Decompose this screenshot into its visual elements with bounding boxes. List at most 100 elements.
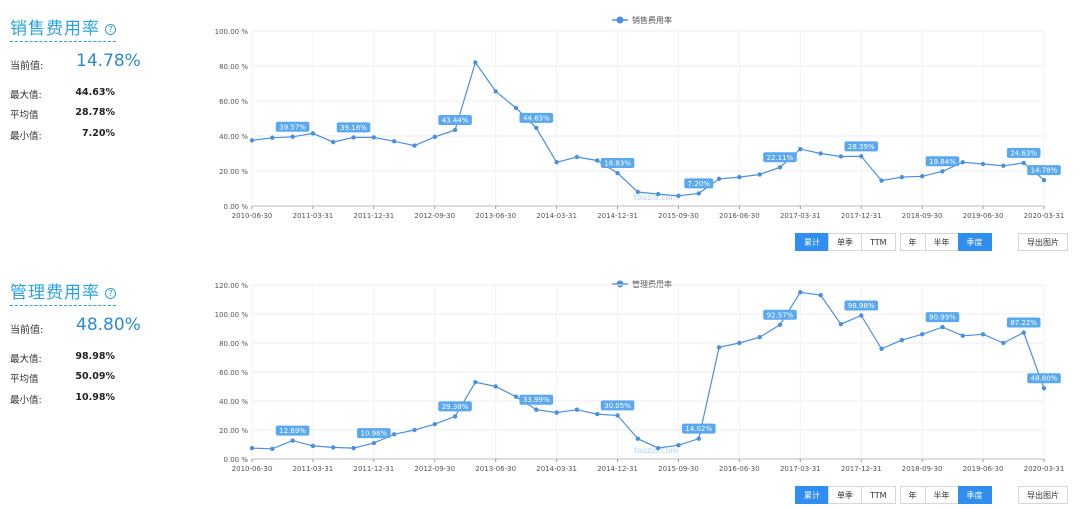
data-point — [899, 174, 905, 180]
data-label: 30.05% — [604, 402, 631, 410]
metric-title[interactable]: 销售费用率? — [10, 14, 116, 42]
half-year-button[interactable]: 半年 — [924, 486, 959, 504]
x-tick-label: 2017-03-31 — [780, 212, 821, 220]
data-point — [371, 440, 377, 446]
data-point — [391, 139, 397, 144]
data-point — [838, 321, 844, 327]
avg-label: 平均值 — [10, 374, 39, 385]
data-point — [534, 407, 539, 412]
data-point — [391, 432, 397, 437]
data-point — [635, 436, 641, 441]
data-label-bg — [1006, 317, 1041, 328]
data-label-bg — [438, 401, 472, 412]
data-point — [818, 151, 823, 156]
data-label-bg — [438, 114, 472, 125]
data-label: 39.18% — [340, 124, 367, 132]
cumulative-button[interactable]: 累计 — [795, 486, 829, 504]
data-point — [412, 427, 417, 433]
data-point — [1021, 330, 1026, 335]
data-point — [1041, 386, 1047, 391]
y-tick-label: 20.00 % — [219, 427, 248, 435]
data-point — [412, 143, 417, 148]
data-point — [676, 193, 681, 199]
x-tick-label: 2017-12-31 — [841, 212, 882, 220]
data-label: 24.63% — [1010, 149, 1037, 157]
x-tick-label: 2010-06-30 — [232, 212, 273, 220]
data-point — [473, 379, 478, 385]
cumulative-button[interactable]: 累计 — [795, 233, 829, 251]
data-point — [980, 161, 986, 167]
x-tick-label: 2011-12-31 — [354, 465, 395, 473]
y-tick-label: 40.00 % — [219, 398, 248, 406]
half-year-button[interactable]: 半年 — [924, 233, 959, 251]
x-tick-label: 2012-09-30 — [414, 465, 455, 473]
year-button[interactable]: 年 — [899, 486, 926, 504]
data-point — [615, 413, 620, 418]
data-label: 14.02% — [685, 425, 712, 433]
data-point — [615, 170, 620, 176]
x-tick-label: 2014-12-31 — [597, 465, 638, 473]
data-point — [534, 125, 539, 131]
series-line — [251, 291, 1045, 450]
watermark-text: touzid.com — [634, 193, 678, 202]
data-point — [899, 337, 905, 343]
data-point — [838, 154, 844, 159]
metric-title[interactable]: 管理费用率? — [10, 278, 116, 306]
single-quarter-button[interactable]: 单季 — [828, 233, 862, 251]
data-label: 43.44% — [442, 116, 469, 124]
data-label-bg — [681, 423, 716, 434]
x-tick-label: 2013-06-30 — [475, 465, 516, 473]
data-point — [777, 165, 783, 170]
x-tick-label: 2014-03-31 — [536, 212, 577, 220]
quarter-button[interactable]: 季度 — [957, 233, 992, 251]
data-point — [513, 105, 519, 111]
data-label: 48.80% — [1031, 375, 1058, 383]
x-tick-label: 2020-03-31 — [1024, 465, 1065, 473]
data-label: 39.57% — [279, 123, 306, 131]
data-point — [331, 139, 336, 145]
data-point — [696, 191, 701, 196]
data-point — [270, 446, 275, 452]
period-toolbar: 累计 单季 TTM 年 半年 季度 — [795, 486, 992, 504]
quarter-button[interactable]: 季度 — [957, 486, 992, 504]
legend-marker — [616, 16, 624, 24]
y-tick-label: 0.00 % — [224, 456, 249, 464]
single-quarter-button[interactable]: 单季 — [828, 486, 862, 504]
x-tick-label: 2015-09-30 — [658, 212, 699, 220]
data-label-bg — [1027, 165, 1061, 176]
data-label-bg — [844, 300, 879, 311]
data-label-bg — [763, 152, 797, 163]
data-point — [960, 160, 965, 165]
data-point — [716, 345, 722, 350]
export-image-button[interactable]: 导出图片 — [1018, 233, 1068, 251]
y-tick-label: 80.00 % — [219, 63, 248, 71]
sales-expense-panel: 销售费用率? 当前值: 14.78% 最大值: 44.63% 平均值 28.78% … — [0, 0, 1080, 254]
sales-expense-chart: 销售费用率 0.00 % 20.00 % 40.00 % 60.00 % 80.00 % 1… — [215, 15, 1065, 220]
watermark-text: touzid.com — [634, 446, 678, 455]
data-point — [818, 292, 823, 298]
year-button[interactable]: 年 — [899, 233, 926, 251]
legend-label: 管理费用率 — [632, 279, 672, 289]
data-label: 33.99% — [523, 396, 550, 404]
current-label: 当前值: — [10, 61, 44, 72]
data-point — [696, 436, 701, 441]
data-label-bg — [684, 178, 714, 189]
series-line — [251, 61, 1045, 197]
y-tick-label: 60.00 % — [219, 369, 248, 377]
help-icon[interactable]: ? — [105, 24, 116, 35]
data-point — [919, 174, 925, 179]
x-tick-label: 2019-06-30 — [963, 465, 1004, 473]
data-point — [879, 178, 884, 183]
data-point — [859, 154, 864, 159]
period-toolbar: 累计 单季 TTM 年 半年 季度 — [795, 233, 992, 251]
max-label: 最大值: — [10, 354, 42, 365]
ttm-button[interactable]: TTM — [861, 486, 896, 504]
data-point — [310, 443, 316, 449]
help-icon[interactable]: ? — [105, 288, 116, 299]
export-image-button[interactable]: 导出图片 — [1018, 486, 1068, 504]
x-tick-label: 2011-12-31 — [354, 212, 395, 220]
x-tick-label: 2016-06-30 — [719, 465, 760, 473]
ttm-button[interactable]: TTM — [861, 233, 896, 251]
data-point — [798, 146, 803, 152]
data-point — [940, 169, 945, 174]
